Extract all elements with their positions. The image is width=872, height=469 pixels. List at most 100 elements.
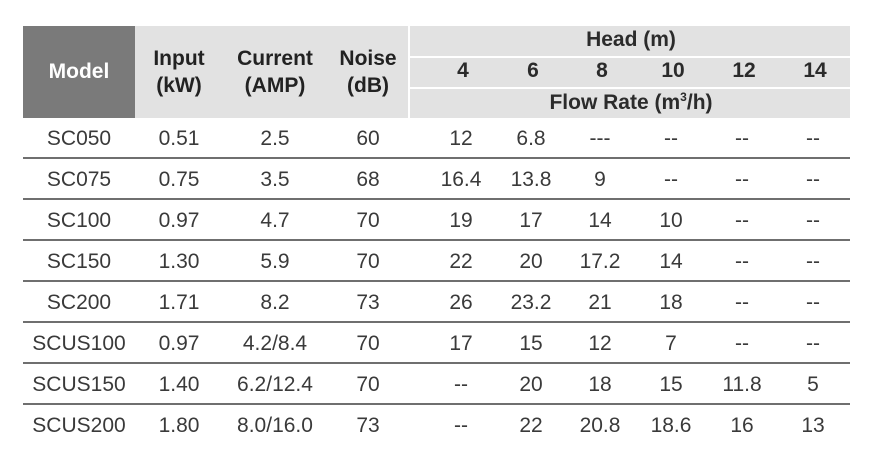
cell-flow-rate: -- (806, 250, 820, 273)
cell-flow-rate: -- (806, 168, 820, 191)
cell-flow-rate: 6.8 (516, 127, 546, 150)
cell-noise: 70 (356, 332, 380, 355)
cell-current: 5.9 (260, 250, 290, 273)
cell-flow-rate: 15 (519, 332, 543, 355)
cell-current: 2.5 (260, 127, 290, 150)
cell-flow-rate: -- (806, 332, 820, 355)
cell-flow-rate: 23.2 (510, 291, 552, 314)
cell-flow-rate: -- (735, 209, 749, 232)
header-head-value: 10 (661, 59, 685, 82)
cell-flow-rate: 17 (449, 332, 473, 355)
header-noise: Noise (dB) (330, 26, 406, 118)
header-noise-unit: (dB) (347, 74, 389, 97)
cell-flow-rate: 11.8 (722, 373, 762, 396)
cell-flow-rate: -- (735, 127, 749, 150)
cell-model: SCUS200 (32, 414, 126, 437)
cell-flow-rate: -- (735, 168, 749, 191)
table-row: SC100 0.97 4.7 70 19 17 14 10 -- -- (23, 200, 850, 241)
cell-flow-rate: 12 (588, 332, 612, 355)
cell-model: SCUS150 (32, 373, 126, 396)
header-head-group: Head (m) 4 6 8 10 12 14 Flow Rate (m3/h) (408, 26, 852, 118)
cell-flow-rate: -- (454, 373, 468, 396)
header-flow-tail: /h) (686, 91, 713, 114)
cell-noise: 73 (356, 291, 380, 314)
cell-noise: 60 (356, 127, 380, 150)
header-current-label: Current (237, 47, 313, 70)
header-input-label: Input (153, 47, 205, 70)
cell-model: SC150 (46, 250, 112, 273)
header-current: Current (AMP) (223, 26, 327, 118)
cell-noise: 70 (356, 373, 380, 396)
header-flow-label: Flow Rate (m (549, 91, 681, 114)
cell-current: 4.7 (260, 209, 290, 232)
cell-flow-rate: 13.8 (510, 168, 552, 191)
cell-current: 3.5 (260, 168, 290, 191)
cell-noise: 70 (356, 209, 380, 232)
cell-input: 1.71 (158, 291, 200, 314)
table-row: SCUS100 0.97 4.2/8.4 70 17 15 12 7 -- -- (23, 323, 850, 364)
cell-flow-rate: -- (735, 250, 749, 273)
cell-flow-rate: 18 (659, 291, 683, 314)
cell-input: 1.40 (158, 373, 200, 396)
cell-flow-rate: 21 (588, 291, 612, 314)
cell-flow-rate: 18 (588, 373, 612, 396)
cell-current: 8.2 (260, 291, 290, 314)
cell-flow-rate: 22 (519, 414, 543, 437)
cell-model: SC100 (46, 209, 112, 232)
cell-flow-rate: -- (664, 127, 678, 150)
table-row: SC075 0.75 3.5 68 16.4 13.8 9 -- -- -- (23, 159, 850, 200)
cell-flow-rate: 10 (659, 209, 683, 232)
cell-current: 4.2/8.4 (242, 332, 308, 355)
header-model: Model (23, 26, 135, 118)
cell-noise: 73 (356, 414, 380, 437)
header-input-unit: (kW) (156, 74, 202, 97)
cell-flow-rate: 15 (659, 373, 683, 396)
cell-flow-rate: -- (735, 332, 749, 355)
cell-flow-rate: 17 (519, 209, 543, 232)
cell-flow-rate: 20 (519, 373, 543, 396)
cell-flow-rate: 22 (449, 250, 473, 273)
table-row: SCUS200 1.80 8.0/16.0 73 -- 22 20.8 18.6 16 13 (23, 405, 850, 446)
cell-flow-rate: 26 (449, 291, 473, 314)
header-head-value: 4 (457, 59, 469, 82)
cell-input: 0.97 (158, 209, 200, 232)
cell-flow-rate: -- (806, 291, 820, 314)
cell-input: 1.80 (158, 414, 200, 437)
cell-flow-rate: -- (806, 209, 820, 232)
cell-flow-rate: 20 (519, 250, 543, 273)
cell-model: SC200 (46, 291, 112, 314)
table-body: SC050 0.51 2.5 60 12 6.8 --- -- -- -- SC075 0.75 3.5… (23, 118, 850, 446)
header-head-value: 14 (803, 59, 827, 82)
cell-flow-rate: -- (735, 291, 749, 314)
table-row: SC150 1.30 5.9 70 22 20 17.2 14 -- -- (23, 241, 850, 282)
cell-flow-rate: 20.8 (579, 414, 621, 437)
header-head-title: Head (m) (586, 28, 676, 51)
cell-flow-rate: 7 (665, 332, 677, 355)
cell-flow-rate: 5 (807, 373, 819, 396)
header-flow-rate: Flow Rate (m3/h) (410, 90, 852, 115)
pump-spec-table: Model Input (kW) Current (AMP) Noise (dB… (23, 26, 852, 446)
cell-input: 0.51 (158, 127, 200, 150)
cell-model: SC075 (46, 168, 112, 191)
cell-flow-rate: 14 (588, 209, 612, 232)
header-noise-label: Noise (339, 47, 397, 70)
cell-input: 1.30 (158, 250, 200, 273)
table-row: SC200 1.71 8.2 73 26 23.2 21 18 -- -- (23, 282, 850, 323)
cell-flow-rate: 16 (730, 414, 754, 437)
cell-flow-rate: 18.6 (650, 414, 692, 437)
cell-flow-rate: 16.4 (440, 168, 482, 191)
cell-flow-rate: 14 (659, 250, 683, 273)
cell-flow-rate: 19 (449, 209, 473, 232)
header-head-value: 6 (527, 59, 539, 82)
cell-model: SCUS100 (32, 332, 126, 355)
cell-flow-rate: 9 (594, 168, 606, 191)
table-row: SC050 0.51 2.5 60 12 6.8 --- -- -- -- (23, 118, 850, 159)
table-row: SCUS150 1.40 6.2/12.4 70 -- 20 18 15 11.8 5 (23, 364, 850, 405)
cell-flow-rate: 13 (801, 414, 825, 437)
header-head-value: 8 (596, 59, 608, 82)
header-divider (410, 56, 852, 58)
cell-model: SC050 (46, 127, 112, 150)
cell-input: 0.75 (158, 168, 200, 191)
header-head-value: 12 (732, 59, 756, 82)
cell-flow-rate: 17.2 (579, 250, 621, 273)
